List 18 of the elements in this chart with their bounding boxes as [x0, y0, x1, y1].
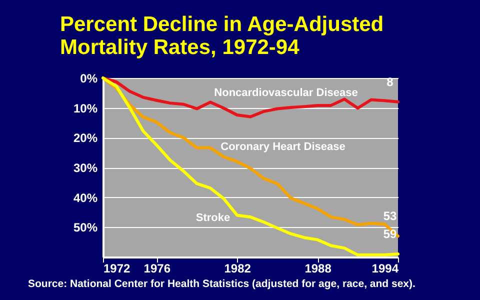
series-label: Noncardiovascular Disease: [214, 87, 358, 99]
data-label: 59: [383, 227, 397, 242]
data-label: 53: [383, 209, 397, 224]
y-tick-label: 50%: [73, 220, 98, 235]
series-label: Stroke: [196, 212, 230, 224]
x-tick-label: 1994: [372, 262, 399, 276]
x-tick-label: 1976: [144, 262, 171, 276]
y-tick-label: 30%: [73, 161, 98, 175]
source-note: Source: National Center for Health Statistics (adjusted for age, race, and sex).: [28, 278, 416, 290]
y-tick-label: 20%: [73, 131, 98, 146]
y-tick-label: 10%: [73, 101, 98, 116]
series-label: Coronary Heart Disease: [220, 141, 346, 153]
y-tick-label: 40%: [73, 190, 98, 205]
x-tick-label: 1972: [104, 262, 131, 276]
chart-title: Percent Decline in Age-Adjusted Mortality Rates, 1972-94: [60, 13, 384, 59]
x-tick-label: 1982: [224, 262, 252, 276]
y-tick-label: 0%: [80, 72, 98, 86]
x-tick-label: 1988: [304, 262, 332, 276]
